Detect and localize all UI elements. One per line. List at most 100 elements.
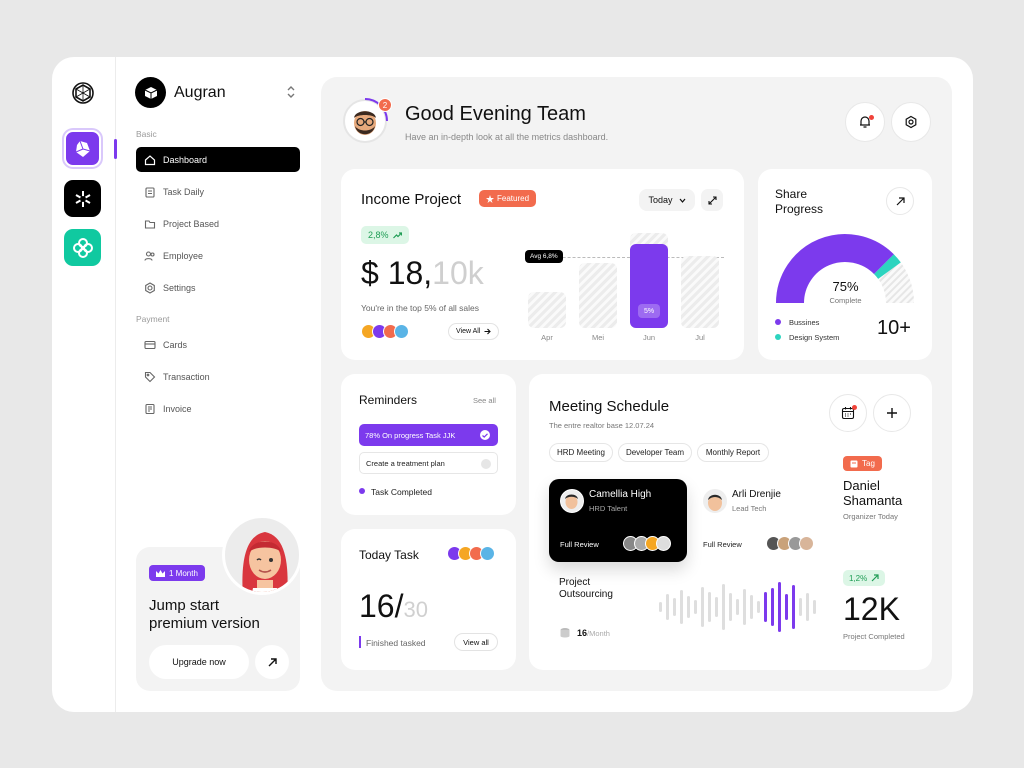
meeting-title: Meeting Schedule: [549, 398, 670, 415]
legend-label: Bussines: [789, 318, 820, 327]
share-progress-card: Share Progress 75% Complete Bussines Des…: [758, 169, 932, 360]
promo-title-line2: premium version: [149, 615, 260, 632]
waveform-bar: [813, 600, 816, 614]
today-task-count: 16/30: [359, 588, 428, 625]
meeting-tag-hrd[interactable]: HRD Meeting: [549, 443, 613, 462]
tag-icon: [144, 371, 156, 382]
income-title: Income Project: [361, 191, 462, 208]
organizer-role: Organizer Today: [843, 512, 898, 521]
nav-item-employee[interactable]: Employee: [136, 243, 300, 268]
share-title: Share Progress: [775, 187, 823, 217]
nav-item-cards[interactable]: Cards: [136, 332, 300, 357]
caption-bar: [359, 636, 361, 648]
income-change-badge: 2,8%: [361, 226, 409, 244]
tag-label: Tag: [862, 459, 875, 468]
upgrade-button[interactable]: Upgrade now: [149, 645, 249, 679]
legend-dot-design: [775, 334, 781, 340]
crown-icon: [156, 569, 165, 577]
chart-bar-jun: 5%: [630, 244, 668, 328]
trend-up-icon: [392, 231, 402, 238]
active-indicator: [114, 139, 117, 159]
reminder-item-active[interactable]: 78% On progress Task JJK: [359, 424, 498, 446]
waveform-bar: [701, 587, 704, 627]
income-amount-main: $ 18,: [361, 255, 433, 291]
bell-icon: [860, 116, 870, 128]
projects-completed-caption: Project Completed: [843, 632, 905, 641]
nav-item-dashboard[interactable]: Dashboard: [136, 147, 300, 172]
today-task-total: 30: [403, 597, 428, 622]
meeting-subtitle: The entre realtor base 12.07.24: [549, 421, 655, 430]
project-title-line2: Outsourcing: [559, 589, 613, 600]
period-select[interactable]: Today: [639, 189, 695, 211]
view-all-label: View All: [456, 328, 481, 335]
income-card: Income Project Featured Today 2,8% $ 18,…: [341, 169, 744, 360]
chart-bar-apr: [528, 292, 566, 328]
share-title-line1: Share: [775, 187, 808, 201]
app-switch-spiral[interactable]: [64, 180, 101, 217]
today-task-card: Today Task 16/30 Finished tasked View al…: [341, 529, 516, 670]
chart-x-label: Jul: [695, 333, 705, 342]
income-view-all-button[interactable]: View All: [448, 323, 500, 340]
card-icon: [144, 340, 156, 349]
share-open-button[interactable]: [886, 187, 914, 215]
check-circle-icon: [480, 430, 490, 440]
reminder-item-label: Create a treatment plan: [366, 458, 445, 468]
promo-arrow-button[interactable]: [255, 645, 289, 679]
flower-icon: [72, 237, 93, 258]
nav-item-invoice[interactable]: Invoice: [136, 396, 300, 421]
nav-item-settings[interactable]: Settings: [136, 275, 300, 300]
today-view-all-button[interactable]: View all: [454, 633, 498, 651]
section-label-basic: Basic: [136, 129, 157, 139]
waveform-bar: [799, 598, 802, 616]
brand-logo-icon: [135, 77, 166, 108]
person-action[interactable]: Full Review: [560, 540, 599, 549]
reminders-see-all-link[interactable]: See all: [473, 396, 496, 405]
calendar-button[interactable]: [829, 394, 867, 432]
person-name: Camellia High: [589, 489, 652, 500]
reminder-item[interactable]: Create a treatment plan: [359, 452, 498, 474]
meeting-person-card-active[interactable]: Camellia High HRD Talent Full Review: [549, 479, 687, 562]
chevron-down-icon: [679, 198, 685, 203]
waveform-bar: [715, 597, 718, 617]
app-switch-flower[interactable]: [64, 229, 101, 266]
promo-card: 1 Month Jump start premium version Upgra…: [136, 547, 300, 691]
gear-icon: [905, 115, 917, 129]
nav-item-label: Transaction: [163, 371, 210, 382]
avg-label: Avg 6,8%: [525, 250, 563, 263]
nav-item-task-daily[interactable]: Task Daily: [136, 179, 300, 204]
notifications-button[interactable]: [845, 102, 885, 142]
home-icon: [144, 154, 156, 165]
reminder-completed-label: Task Completed: [371, 487, 432, 497]
chevron-updown-icon[interactable]: [286, 84, 296, 105]
nav-item-label: Settings: [163, 282, 196, 293]
app-window: Augran Basic Dashboard Task Daily Projec…: [52, 57, 973, 712]
project-title-line1: Project: [559, 577, 591, 588]
crystal-icon: [75, 140, 90, 157]
promo-title-line1: Jump start: [149, 597, 220, 614]
person-avatar[interactable]: [703, 489, 727, 513]
settings-button[interactable]: [891, 102, 931, 142]
waveform-bar: [722, 584, 725, 630]
person-action[interactable]: Full Review: [703, 540, 742, 549]
featured-badge: Featured: [479, 190, 537, 207]
waveform-bar: [764, 592, 767, 622]
nav-item-project-based[interactable]: Project Based: [136, 211, 300, 236]
folder-icon: [144, 219, 156, 229]
today-task-done: 16/: [359, 588, 404, 624]
nav-item-label: Dashboard: [163, 154, 208, 165]
chart-bar-jul: [681, 256, 719, 328]
chart-bar-jun-label: 5%: [638, 304, 660, 318]
nav-item-transaction[interactable]: Transaction: [136, 364, 300, 389]
share-title-line2: Progress: [775, 202, 824, 216]
promo-badge-label: 1 Month: [169, 568, 198, 578]
projects-completed-count: 12K: [843, 591, 900, 627]
team-avatar: [394, 324, 409, 339]
share-gauge: [776, 234, 914, 304]
meeting-tag-developer[interactable]: Developer Team: [618, 443, 692, 462]
meeting-tag-monthly[interactable]: Monthly Report: [697, 443, 769, 462]
promo-avatar: [222, 515, 302, 595]
expand-button[interactable]: [701, 189, 723, 211]
add-meeting-button[interactable]: [873, 394, 911, 432]
app-switch-crystal[interactable]: [64, 130, 101, 167]
meeting-card: Meeting Schedule The entre realtor base …: [529, 374, 932, 670]
